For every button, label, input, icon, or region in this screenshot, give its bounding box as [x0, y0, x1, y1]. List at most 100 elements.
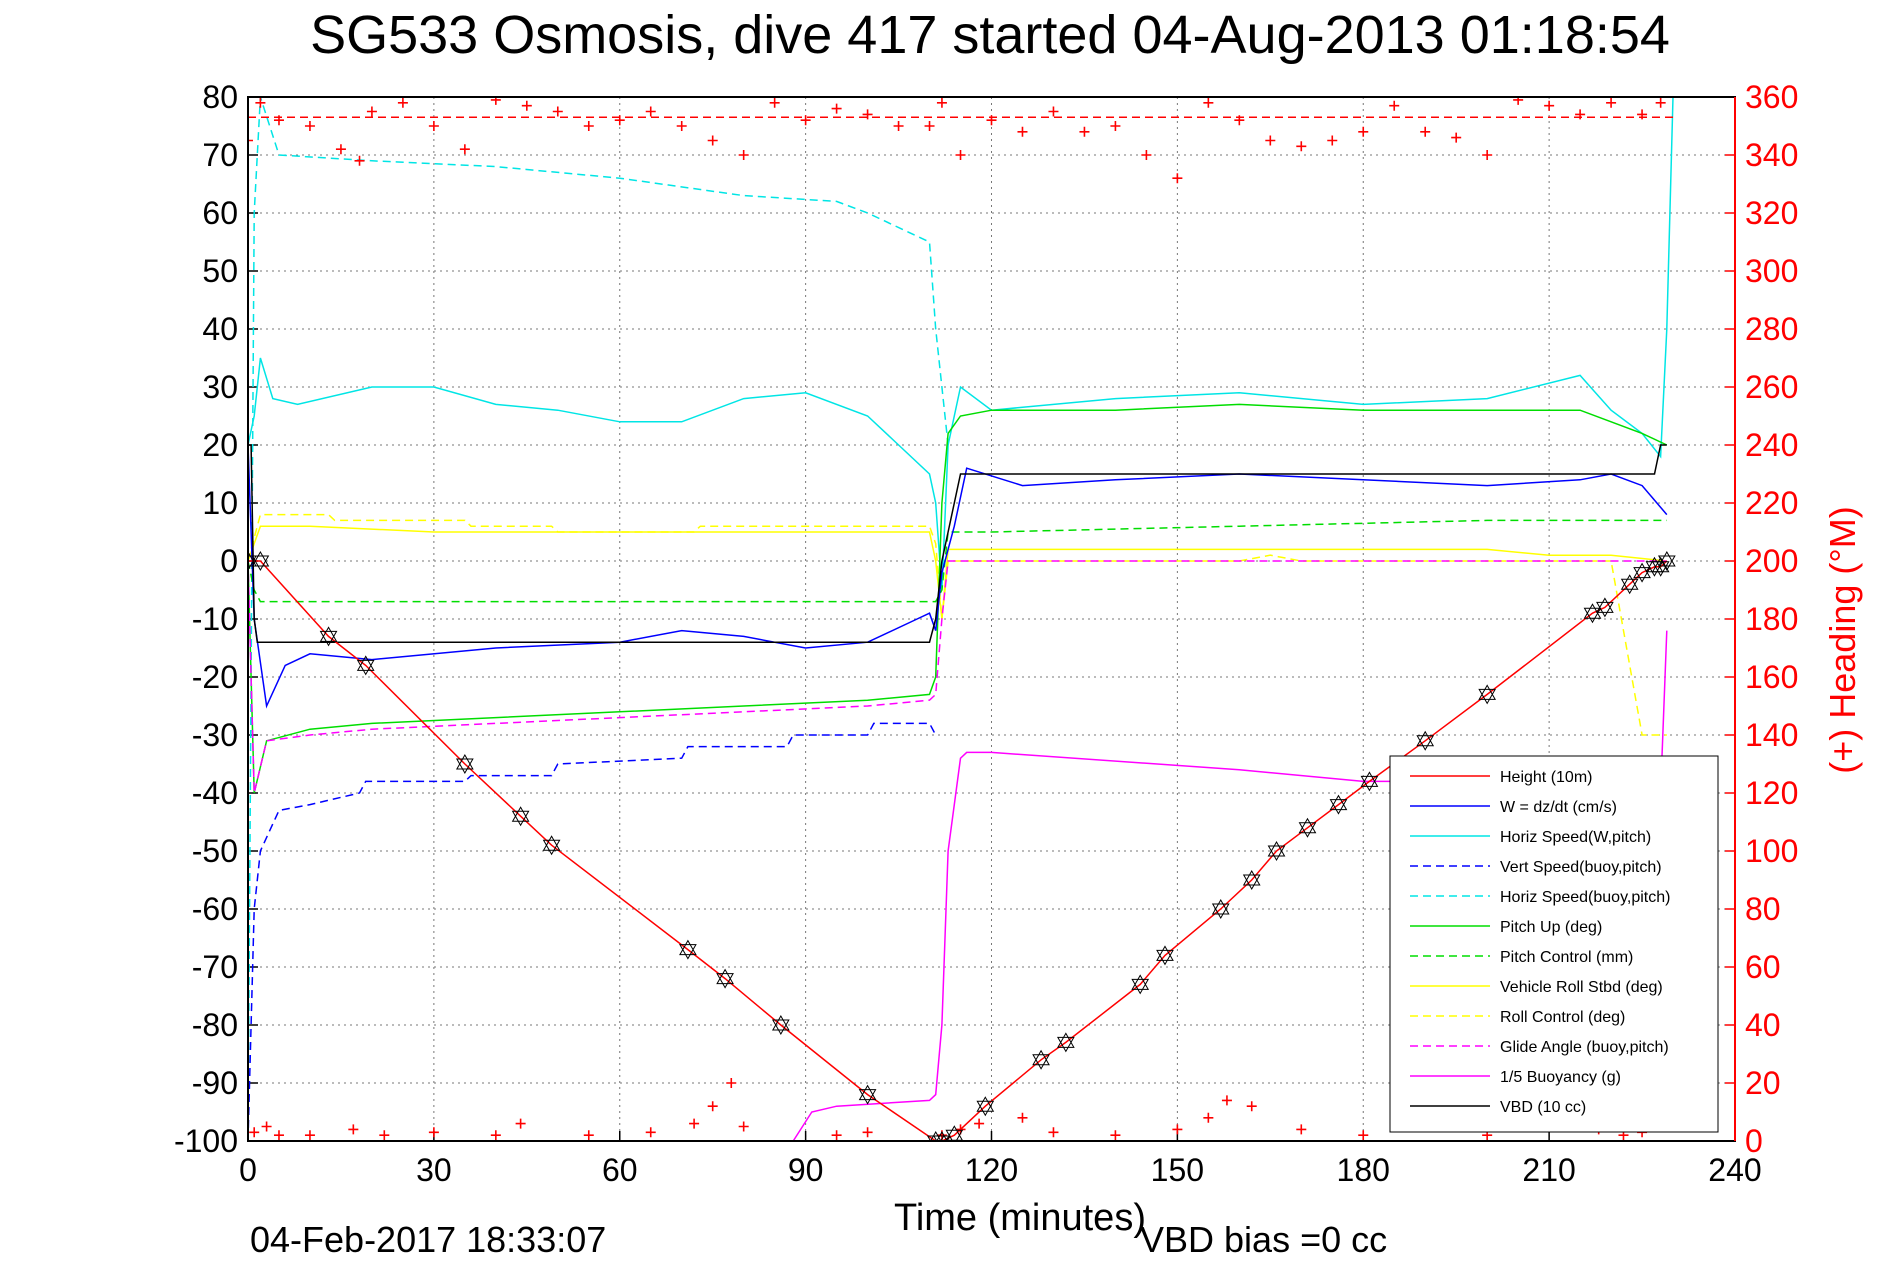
heading-point: [1358, 1130, 1369, 1141]
right-tick-label: 100: [1745, 833, 1798, 869]
y-tick-label: 10: [202, 485, 238, 521]
series-vehicle-roll-stbd-deg: [248, 525, 1667, 620]
heading-point: [769, 97, 780, 108]
heading-point: [862, 109, 873, 120]
legend-entry: Roll Control (deg): [1500, 1009, 1625, 1026]
heading-point: [1420, 126, 1431, 137]
x-tick-label: 30: [416, 1152, 452, 1188]
legend-entry: Horiz Speed(buoy,pitch): [1500, 889, 1670, 906]
x-tick-label: 120: [965, 1152, 1018, 1188]
height-marker: [1583, 603, 1602, 624]
heading-point: [1110, 121, 1121, 131]
heading-point: [1655, 97, 1666, 108]
right-tick-label: 360: [1745, 79, 1798, 115]
right-tick-label: 120: [1745, 775, 1798, 811]
height-marker: [1329, 794, 1348, 815]
series-line: [248, 560, 1668, 1141]
heading-point: [738, 1121, 749, 1132]
y-tick-label: 0: [220, 543, 238, 579]
legend-box: [1389, 755, 1719, 1133]
height-marker: [1657, 550, 1676, 572]
heading-point: [255, 97, 266, 108]
height-marker: [1416, 730, 1435, 751]
height-marker: [1298, 817, 1317, 838]
series-line: [248, 444, 1667, 643]
height-marker: [1242, 869, 1261, 891]
legend-entry: Horiz Speed(W,pitch): [1500, 829, 1651, 846]
series-line: [248, 525, 1667, 620]
heading-point: [248, 135, 253, 146]
y-tick-label: 70: [202, 137, 238, 173]
heading-point: [676, 121, 687, 131]
height-marker: [771, 1014, 790, 1036]
legend-entry: W = dz/dt (cm/s): [1500, 799, 1617, 816]
chart-title: SG533 Osmosis, dive 417 started 04-Aug-2…: [310, 5, 1670, 65]
heading-point: [348, 1124, 359, 1135]
height-marker: [1360, 771, 1379, 792]
heading-point: [1110, 1130, 1121, 1141]
heading-point: [1513, 97, 1524, 105]
y-tick-label: -60: [192, 891, 238, 927]
y-tick-label: 20: [202, 427, 238, 463]
heading-point: [304, 1130, 315, 1141]
height-marker: [1620, 574, 1639, 595]
right-tick-label: 80: [1745, 891, 1781, 927]
heading-point: [1203, 97, 1214, 108]
heading-point: [428, 121, 439, 131]
heading-point: [936, 97, 947, 108]
height-marker: [716, 968, 734, 989]
right-tick-label: 160: [1745, 659, 1798, 695]
x-tick-label: 210: [1522, 1152, 1575, 1188]
heading-point: [1203, 1112, 1214, 1123]
height-marker: [976, 1096, 995, 1117]
heading-point: [1265, 135, 1276, 146]
heading-point: [1246, 1101, 1257, 1112]
heading-point: [707, 135, 718, 146]
y-tick-label: -30: [192, 717, 238, 753]
heading-point: [1606, 97, 1617, 108]
x-axis-label: Time (minutes): [894, 1197, 1146, 1239]
height-marker: [511, 806, 530, 827]
heading-point: [974, 1118, 985, 1129]
heading-point: [1048, 1127, 1059, 1138]
right-tick-label: 220: [1745, 485, 1798, 521]
y-tick-label: -70: [192, 949, 238, 985]
series-line: [248, 403, 1668, 794]
y-tick-label: 30: [202, 369, 238, 405]
heading-point: [1296, 141, 1307, 152]
series-horiz-speed-buoy-pitch: [248, 97, 949, 1141]
heading-point: [986, 115, 997, 126]
y-tick-label: -50: [192, 833, 238, 869]
x-tick-label: 0: [239, 1152, 257, 1188]
timestamp: 04-Feb-2017 18:33:07: [250, 1219, 606, 1260]
series-vert-speed-buoy-pitch: [248, 722, 937, 1141]
right-tick-label: 280: [1745, 311, 1798, 347]
height-marker: [1596, 597, 1614, 618]
height-marker: [1032, 1049, 1050, 1070]
heading-point: [645, 106, 656, 117]
x-tick-label: 240: [1708, 1152, 1761, 1188]
y-tick-label: 60: [202, 195, 238, 231]
height-marker: [1056, 1032, 1075, 1053]
height-marker: [1156, 945, 1174, 966]
heading-point: [354, 155, 365, 166]
heading-point: [490, 97, 501, 105]
height-marker: [1211, 898, 1230, 920]
y-tick-label: 50: [202, 253, 238, 289]
series-heading-low: [249, 1078, 1666, 1141]
heading-point: [335, 144, 346, 155]
series-line: [248, 97, 1674, 591]
height-marker: [1131, 974, 1150, 995]
right-tick-label: 240: [1745, 427, 1798, 463]
right-tick-label: 260: [1745, 369, 1798, 405]
heading-point: [707, 1101, 718, 1112]
heading-point: [955, 150, 966, 160]
heading-point: [1048, 106, 1059, 117]
right-tick-label: 340: [1745, 137, 1798, 173]
heading-point: [1221, 1095, 1232, 1106]
heading-point: [862, 1127, 873, 1138]
right-tick-label: 20: [1745, 1065, 1781, 1101]
y-tick-label: 80: [202, 79, 238, 115]
height-marker: [679, 939, 697, 960]
heading-point: [1017, 1112, 1028, 1123]
